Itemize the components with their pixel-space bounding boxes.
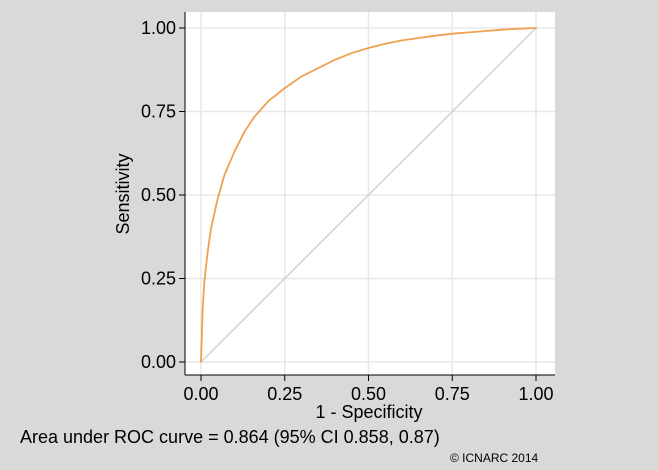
x-tick-label: 1.00: [518, 384, 553, 404]
x-axis-title: 1 - Specificity: [315, 402, 422, 422]
auc-annotation: Area under ROC curve = 0.864 (95% CI 0.8…: [20, 427, 440, 447]
y-tick-label: 0.50: [141, 185, 176, 205]
y-tick-label: 0.00: [141, 352, 176, 372]
copyright-notice: © ICNARC 2014: [450, 451, 539, 465]
y-tick-label: 0.25: [141, 269, 176, 289]
y-axis-title: Sensitivity: [113, 153, 133, 234]
y-tick-label: 0.75: [141, 102, 176, 122]
reference-diagonal-line: [200, 27, 537, 363]
roc-curve-line: [200, 27, 537, 363]
x-tick-label: 0.00: [183, 384, 218, 404]
y-tick-label: 1.00: [141, 18, 176, 38]
x-tick-label: 0.75: [435, 384, 470, 404]
x-tick-label: 0.50: [351, 384, 386, 404]
x-tick-label: 0.25: [267, 384, 302, 404]
